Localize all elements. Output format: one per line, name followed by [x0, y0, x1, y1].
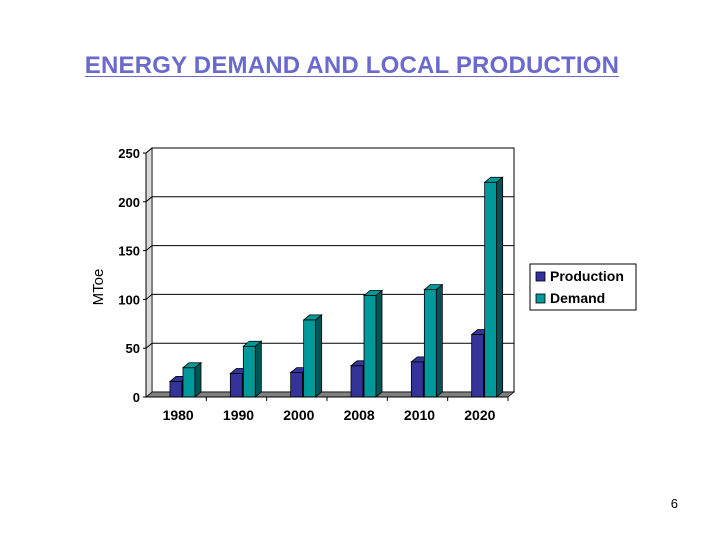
bar-demand-2008 — [363, 295, 377, 398]
slide-title: ENERGY DEMAND AND LOCAL PRODUCTION — [84, 52, 620, 79]
bar-demand-1990-side — [254, 340, 262, 398]
x-tick-label: 1980 — [163, 407, 194, 423]
x-tick-label: 2008 — [344, 407, 375, 423]
bar-production-2010 — [410, 361, 424, 398]
gridline-diagonal — [145, 196, 153, 203]
bar-demand-1990 — [242, 345, 256, 398]
page-number: 6 — [670, 496, 678, 511]
bar-production-1980 — [169, 380, 183, 398]
x-tick-label: 2020 — [464, 407, 495, 423]
legend-swatch-production — [535, 271, 546, 282]
bar-production-2020 — [471, 334, 485, 398]
y-tick-label: 0 — [133, 390, 140, 405]
gridline-diagonal — [145, 245, 153, 251]
bar-demand-2000 — [303, 319, 317, 398]
y-tick-label: 50 — [126, 341, 140, 356]
gridline-diagonal — [145, 342, 153, 349]
plot-back-wall — [151, 147, 515, 393]
legend-box — [529, 263, 637, 311]
x-tick-label: 1990 — [223, 407, 254, 423]
bar-production-2000 — [290, 372, 304, 398]
bar-demand-2008-side — [375, 289, 383, 398]
bar-demand-2020 — [484, 181, 498, 398]
y-tick-label: 100 — [118, 292, 140, 307]
axes: 0 50 100 150 200 250 MToe 1980 1990 2000 2008 2010 2… — [90, 146, 509, 423]
bars — [168, 176, 504, 398]
legend-label-production: Production — [550, 268, 624, 284]
gridline-diagonal — [145, 147, 153, 154]
legend-label-demand: Demand — [550, 290, 605, 306]
bar-production-1990 — [229, 373, 243, 398]
gridlines — [145, 147, 514, 349]
bar-demand-2010-side — [435, 283, 443, 398]
y-tick-label: 250 — [118, 146, 140, 161]
x-tick-label: 2000 — [283, 407, 314, 423]
legend: Production Demand — [529, 263, 637, 311]
bar-demand-1980-side — [194, 361, 202, 398]
y-tick-label: 150 — [118, 244, 140, 259]
y-tick-label: 200 — [118, 195, 140, 210]
bar-demand-2010 — [423, 289, 437, 398]
plot-area — [144, 147, 516, 398]
plot-side-wall — [145, 147, 153, 398]
bar-production-2008 — [350, 365, 364, 398]
bar-demand-1980 — [182, 367, 196, 398]
x-tick-label: 2010 — [404, 407, 435, 423]
legend-swatch-demand — [535, 293, 546, 304]
gridline-diagonal — [145, 294, 153, 300]
plot-floor — [144, 391, 516, 398]
bar-demand-2000-side — [315, 314, 323, 398]
y-axis-title: MToe — [90, 269, 107, 306]
bar-demand-2020-side — [496, 176, 504, 398]
